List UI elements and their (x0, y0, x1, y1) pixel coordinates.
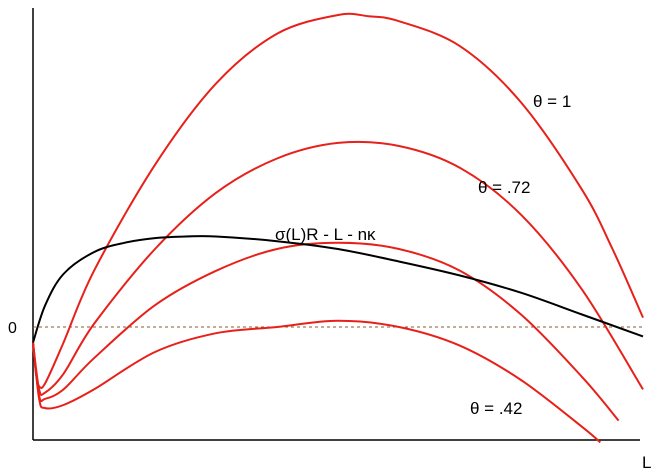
annotation-profit-curve: σ(L)R - L - nκ (275, 225, 376, 244)
x-axis-label: L (642, 453, 651, 472)
annotation-theta-1: θ = 1 (533, 92, 571, 111)
series-theta-42 (32, 319, 601, 444)
annotation-theta-42: θ = .42 (470, 399, 522, 418)
series-theta-72 (32, 140, 644, 397)
series-theta-1 (32, 12, 644, 389)
annotation-theta-72: θ = .72 (478, 178, 530, 197)
y-zero-tick-label: 0 (8, 320, 17, 337)
series-profit-curve (32, 235, 644, 343)
series-theta-mid (32, 241, 620, 422)
series-layer (32, 12, 644, 444)
